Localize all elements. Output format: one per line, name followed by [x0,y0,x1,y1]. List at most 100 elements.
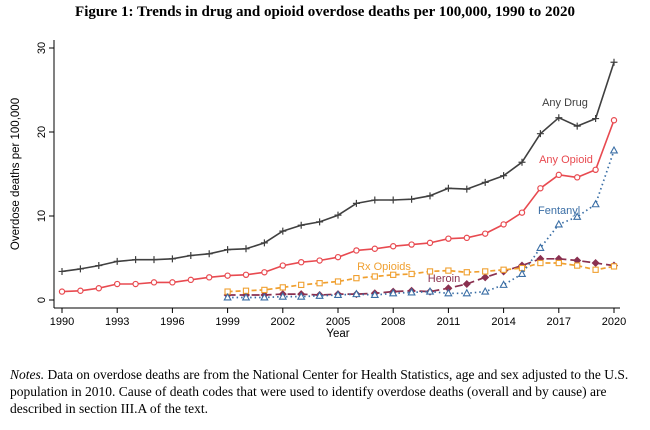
data-point-any-drug [444,184,452,192]
data-point-fentanyl [517,269,527,278]
data-point-fentanyl [609,145,619,154]
series-fentanyl [223,145,619,301]
data-point-fentanyl [278,291,288,300]
data-point-any-opioid [426,239,434,247]
data-point-heroin [462,280,471,289]
data-point-any-opioid [610,117,618,124]
data-point-any-opioid [132,280,139,288]
y-tick-label: 10 [36,210,48,222]
data-point-any-opioid [95,285,103,292]
x-tick-label: 2002 [271,316,295,328]
data-point-fentanyl [223,292,232,301]
data-point-fentanyl [444,288,453,297]
data-point-fentanyl [370,290,380,299]
data-point-any-drug [408,195,416,203]
data-point-rx-opioids [334,278,342,285]
chart-axes: 1990 1993 1996 1999 2002 2005 2008 2011 2014 2017… [10,40,626,338]
data-point-rx-opioids [371,273,378,280]
data-point-fentanyl [241,292,251,301]
series-line-heroin [227,257,615,296]
data-point-any-opioid [261,269,268,276]
data-point-any-drug [518,158,526,166]
data-point-any-drug [610,58,618,66]
data-point-fentanyl [462,288,472,297]
data-point-any-drug [297,221,305,229]
data-point-fentanyl [536,243,545,251]
series-label-any-opioid: Any Opioid [539,154,593,166]
data-point-any-opioid [169,279,176,286]
data-point-any-drug [279,227,287,235]
data-point-any-opioid [555,171,563,179]
chart-series [58,58,619,301]
data-point-fentanyl [296,291,306,300]
data-point-any-opioid [316,257,323,264]
y-tick-label: 0 [36,297,48,303]
y-tick-label: 30 [36,42,48,54]
data-point-any-opioid [353,247,360,254]
data-point-any-opioid [205,274,213,281]
data-point-any-opioid [482,230,489,237]
data-point-any-drug [536,130,544,138]
data-point-any-drug [260,239,268,247]
data-point-fentanyl [425,286,435,295]
data-point-any-drug [58,267,66,275]
data-point-any-opioid [574,174,581,181]
series-label-fentanyl: Fentanyl [538,205,580,217]
data-point-any-opioid [279,262,286,269]
data-point-any-drug [205,250,213,258]
data-point-any-drug [481,178,489,186]
figure-notes: Notes. Data on overdose deaths are from … [10,366,638,417]
figure-title: Figure 1: Trends in drug and opioid over… [75,4,575,20]
x-tick-label: 2014 [491,316,515,328]
data-point-any-opioid [463,234,470,242]
data-point-fentanyl [388,288,398,297]
data-point-fentanyl [554,219,564,228]
data-point-any-opioid [150,279,158,286]
data-point-any-drug [334,211,342,219]
series-line-any-drug [61,62,615,273]
data-point-any-drug [150,256,158,264]
data-point-any-opioid [224,272,231,279]
data-point-fentanyl [352,289,361,298]
data-point-rx-opioids [298,281,305,289]
data-point-heroin [481,273,490,282]
data-point-fentanyl [333,290,343,299]
data-point-any-drug [555,114,563,122]
data-point-any-drug [352,199,360,207]
data-point-any-drug [187,251,195,259]
series-label-heroin: Heroin [428,273,460,285]
data-point-any-opioid [390,243,397,250]
data-point-any-drug [242,245,250,253]
data-point-any-opioid [187,276,194,284]
x-tick-label: 2017 [547,316,571,328]
data-point-rx-opioids [555,259,562,267]
data-point-any-opioid [445,235,452,242]
series-label-rx-opioids: Rx Opioids [357,261,411,273]
data-point-any-drug [573,122,581,130]
data-point-any-drug [224,246,232,254]
data-point-any-opioid [500,221,507,228]
x-tick-label: 1996 [160,316,184,328]
data-point-any-drug [95,262,103,270]
data-point-any-drug [76,265,84,273]
data-point-rx-opioids [592,266,599,273]
series-rx-opioids [224,259,618,295]
data-point-any-drug [113,257,121,265]
data-point-rx-opioids [261,286,268,294]
data-point-fentanyl [480,286,490,295]
y-axis-title: Overdose deaths per 100,000 [10,98,22,250]
series-any-opioid [58,117,618,295]
x-tick-label: 1990 [50,316,74,328]
series-line-fentanyl [227,150,615,299]
data-point-any-opioid [298,258,305,266]
data-point-any-drug [316,218,324,226]
notes-text: Data on overdose deaths are from the Nat… [10,367,629,416]
data-point-any-opioid [518,209,526,216]
y-tick-label: 20 [36,126,48,138]
data-point-fentanyl [407,287,416,296]
x-tick-label: 2005 [326,316,350,328]
data-point-rx-opioids [610,263,618,270]
data-point-any-drug [168,255,176,263]
x-tick-label: 1999 [215,316,239,328]
data-point-fentanyl [499,280,508,288]
